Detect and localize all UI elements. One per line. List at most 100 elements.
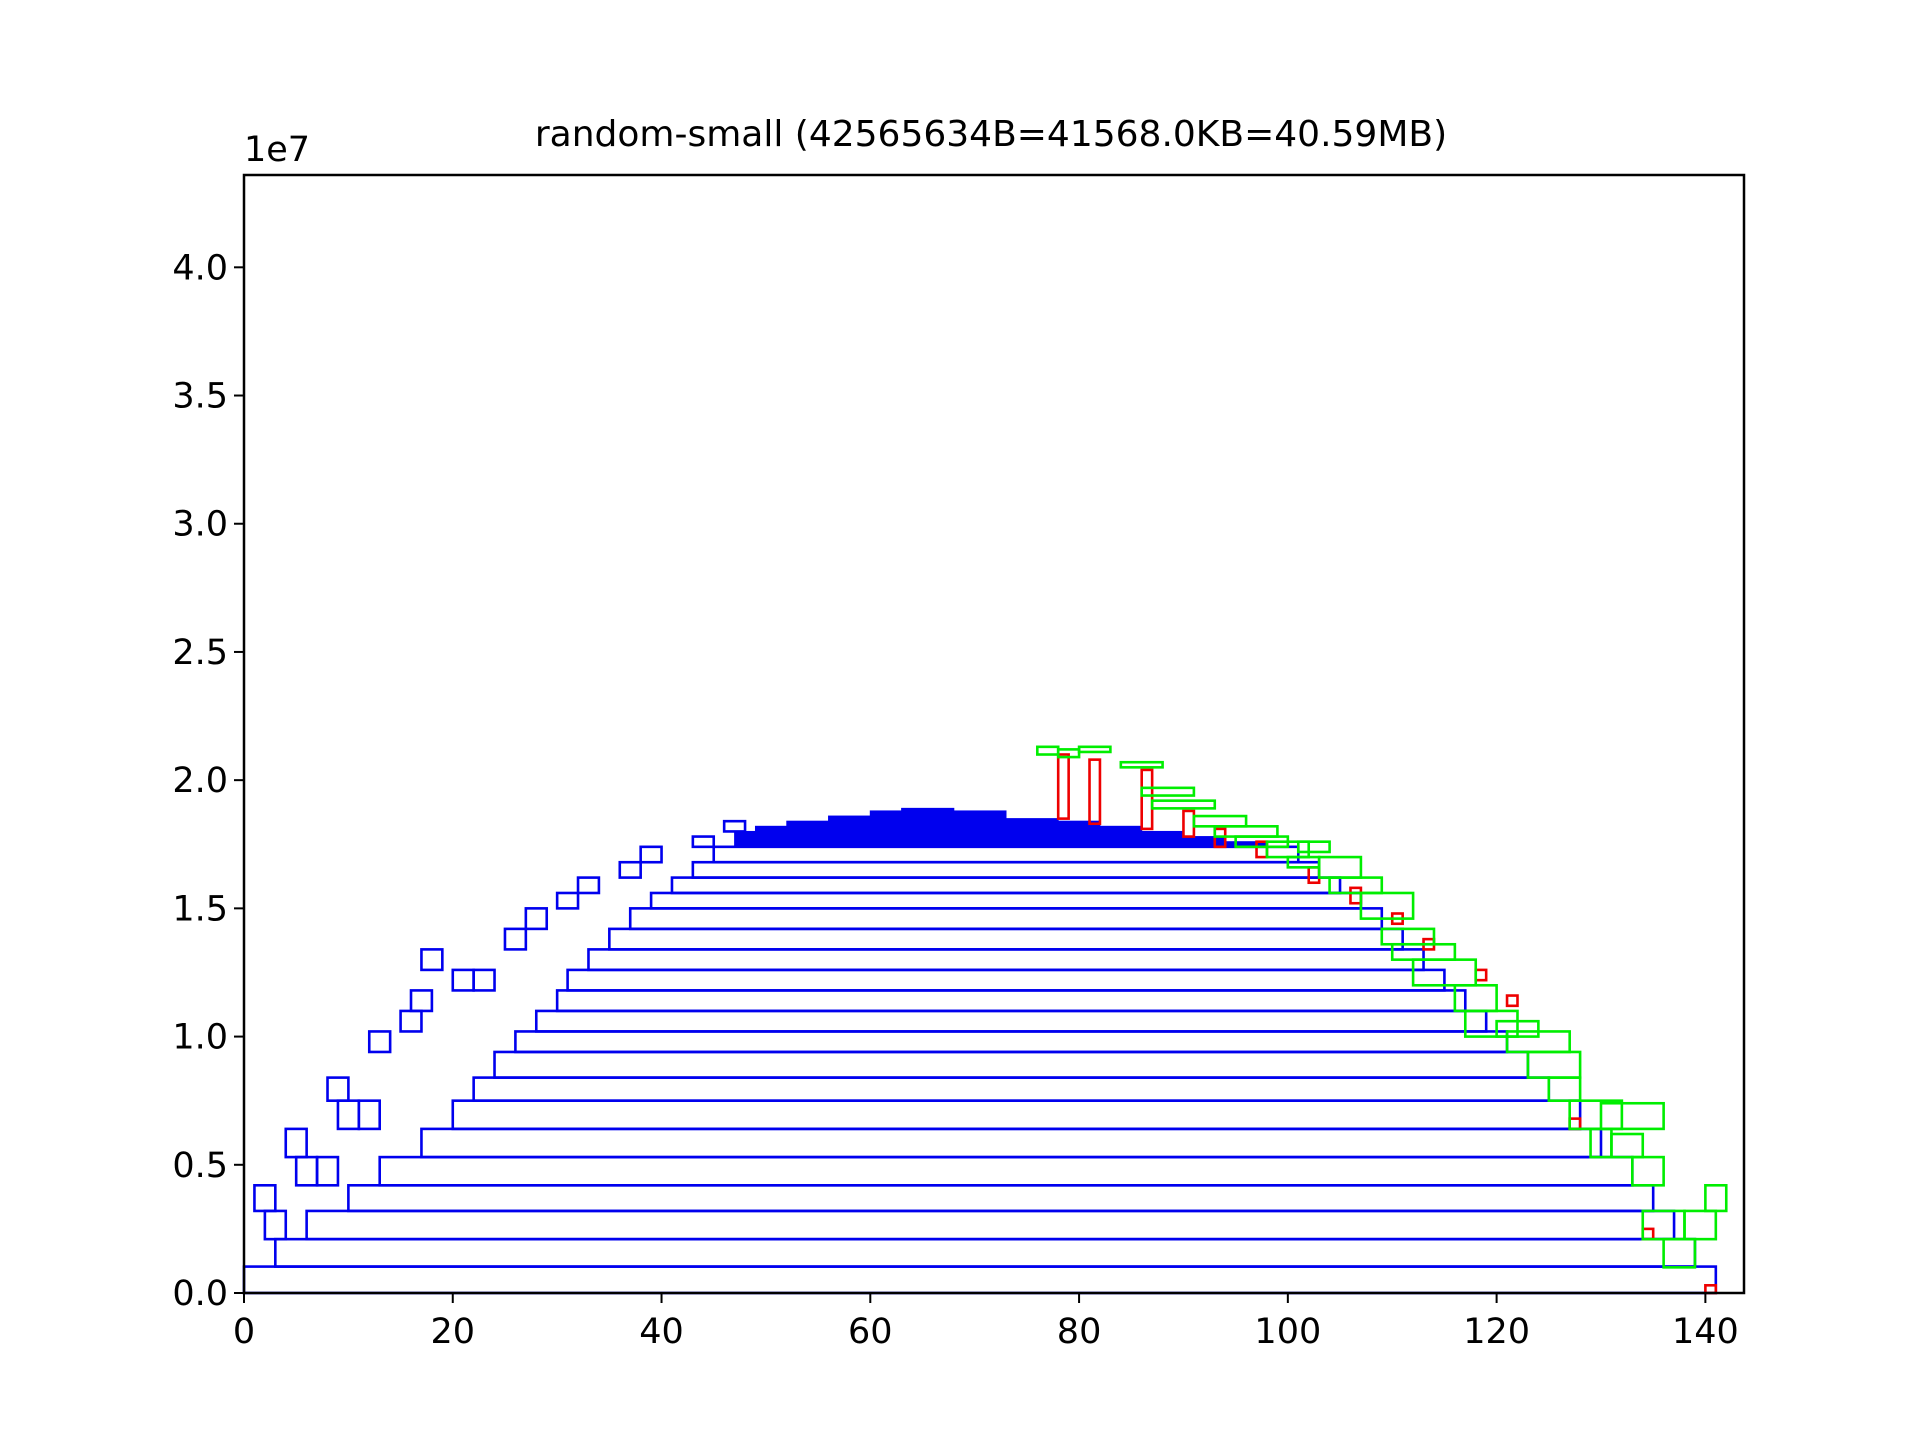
green-box (1036, 745, 1060, 756)
blue-box (347, 1184, 1655, 1213)
blue-box (514, 1030, 1509, 1054)
blue-box (315, 1155, 340, 1187)
blue-fill-step (734, 830, 756, 848)
blue-fill-step (869, 810, 903, 848)
y-tick-label: 0.0 (172, 1274, 228, 1314)
blue-box (649, 891, 1363, 910)
green-box (1150, 799, 1217, 810)
blue-box (712, 845, 1300, 864)
blue-fill-step (754, 825, 788, 848)
blue-box (294, 1155, 319, 1187)
x-tick-label: 0 (233, 1312, 255, 1352)
blue-box (420, 1127, 1603, 1159)
y-tick-label: 0.5 (172, 1146, 228, 1186)
green-box (1328, 876, 1384, 895)
blue-box (242, 1265, 1718, 1295)
green-box (1077, 745, 1112, 754)
y-tick-label: 3.5 (172, 377, 228, 417)
green-box (1140, 786, 1196, 797)
blue-box (628, 907, 1384, 931)
y-tick-label: 2.0 (172, 761, 228, 801)
red-box (1641, 1227, 1655, 1241)
green-box (1547, 1076, 1582, 1102)
green-box (1192, 814, 1248, 828)
blue-fill-step (1099, 825, 1143, 848)
red-box (1056, 753, 1070, 820)
red-box (1568, 1117, 1582, 1131)
green-box (1495, 1019, 1540, 1038)
blue-box (378, 1155, 1634, 1187)
blue-box (691, 860, 1321, 879)
blue-box (253, 1184, 277, 1213)
x-tick-label: 80 (1057, 1312, 1102, 1352)
green-box (1641, 1209, 1686, 1241)
blue-box (367, 1030, 392, 1054)
blue-box (555, 989, 1467, 1013)
blue-fill-step (953, 810, 1007, 848)
blue-box (399, 1009, 423, 1033)
red-box (1307, 866, 1321, 885)
blue-fill-step (828, 815, 871, 848)
green-box (1631, 1155, 1665, 1187)
x-tick-label: 100 (1254, 1312, 1321, 1352)
blue-box (357, 1099, 382, 1131)
blue-box (555, 891, 580, 910)
plot-frame (242, 173, 1746, 1295)
green-box (1317, 855, 1363, 879)
chart-title: random-small (42565634B=41568.0KB=40.59M… (535, 114, 1447, 155)
green-box (1526, 1050, 1582, 1079)
blue-box (587, 948, 1425, 972)
blue-box (566, 968, 1446, 992)
blue-box (691, 835, 716, 849)
green-box (1411, 958, 1478, 987)
blue-box (608, 927, 1404, 951)
blue-box (284, 1127, 308, 1159)
x-tick-label: 140 (1672, 1312, 1739, 1352)
blue-fill-step (1141, 830, 1184, 848)
green-box (1599, 1101, 1665, 1131)
axis-ticks: 0 20 40 60 80 100 120 140 0.0 0.5 1.0 1.5 2.0 2.5 3.0 3… (172, 248, 1738, 1352)
blue-fill-step (901, 807, 955, 848)
blue-box (451, 1099, 1582, 1131)
blue-fill-step (786, 820, 830, 848)
blue-box (326, 1076, 350, 1102)
green-box (1463, 1009, 1519, 1038)
green-box (1683, 1209, 1718, 1241)
blue-box (639, 845, 663, 864)
blue-box (263, 1209, 288, 1241)
red-box (1182, 809, 1196, 838)
red-box (1088, 758, 1102, 826)
y-tick-label: 4.0 (172, 248, 228, 288)
green-box (1119, 760, 1164, 769)
y-tick-label: 2.5 (172, 633, 228, 673)
data-boxes (242, 745, 1728, 1295)
x-tick-label: 120 (1463, 1312, 1530, 1352)
blue-box (420, 948, 444, 972)
blue-box (576, 876, 601, 895)
blue-box (409, 989, 434, 1013)
blue-box (524, 907, 549, 931)
x-tick-label: 20 (430, 1312, 475, 1352)
blue-box (618, 860, 642, 879)
blue-box (305, 1209, 1676, 1241)
x-tick-label: 40 (639, 1312, 684, 1352)
blue-box (336, 1099, 361, 1131)
blue-fill-step (1057, 820, 1101, 848)
green-box (1610, 1132, 1645, 1159)
green-box (1662, 1237, 1697, 1269)
blue-fill-step (1182, 836, 1226, 848)
green-box (1568, 1099, 1624, 1131)
y-tick-label: 3.0 (172, 505, 228, 545)
y-tick-label: 1.5 (172, 889, 228, 929)
blue-box (472, 1076, 1551, 1102)
green-box (1380, 927, 1436, 946)
blue-box (472, 968, 496, 992)
red-box (1474, 968, 1488, 982)
red-box (1505, 994, 1519, 1008)
y-tick-label: 1.0 (172, 1018, 228, 1058)
blue-box (503, 927, 528, 951)
red-box (1140, 768, 1154, 831)
red-box (1349, 886, 1363, 905)
green-box (1296, 840, 1331, 854)
